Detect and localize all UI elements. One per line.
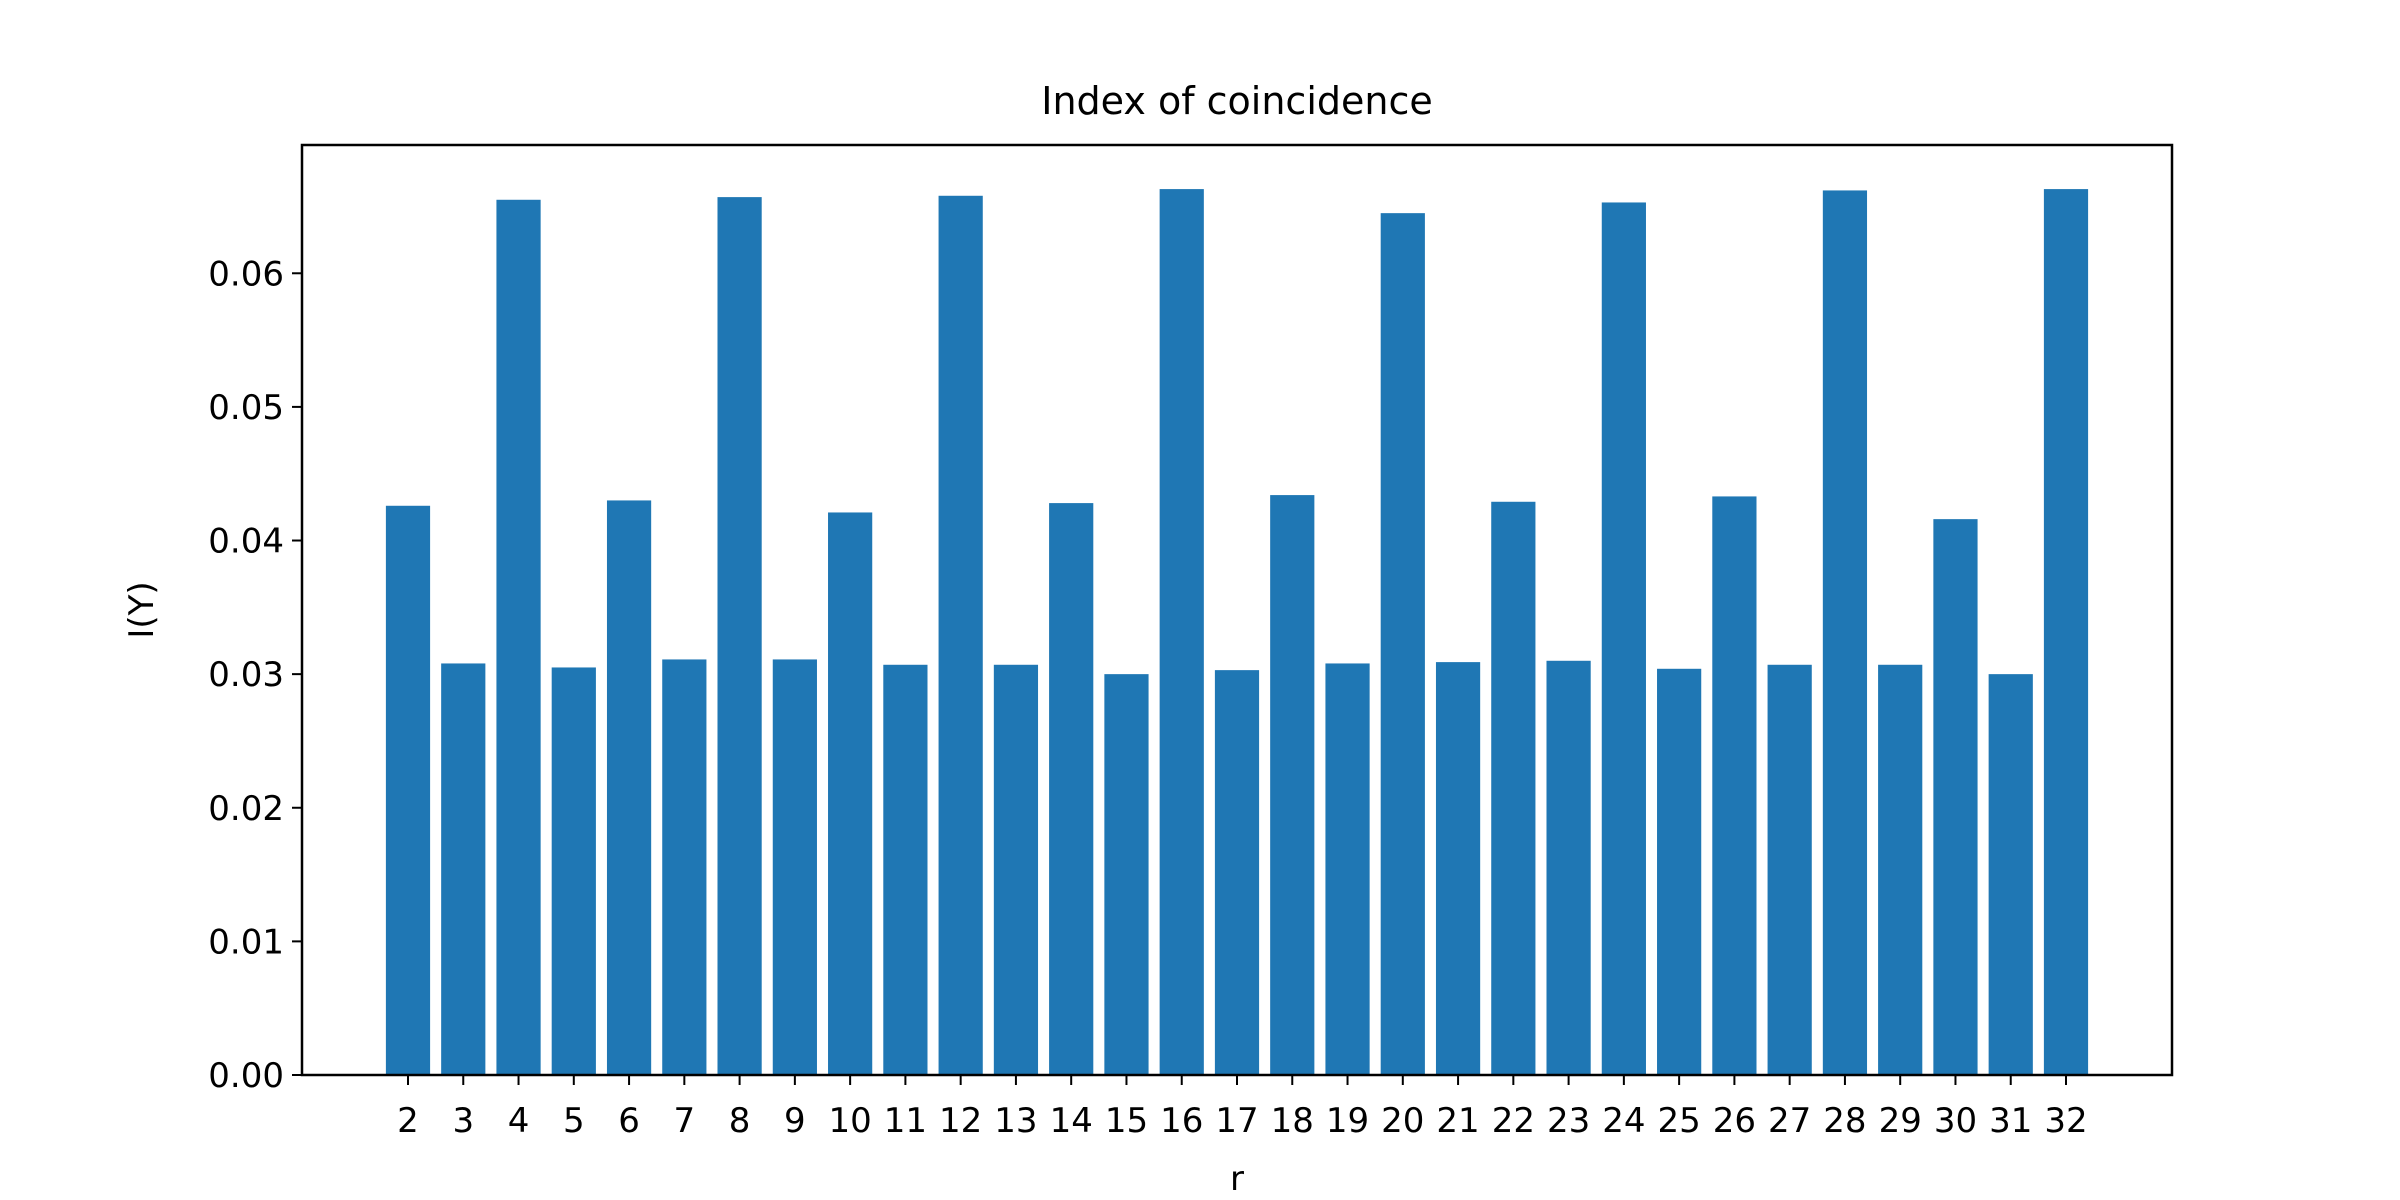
bar-r-28: [1822, 190, 1868, 1075]
bar-r-26: [1712, 496, 1757, 1075]
bar-r-7: [662, 659, 707, 1075]
x-tick-label: 18: [1271, 1101, 1314, 1141]
chart-title: Index of coincidence: [1041, 79, 1433, 123]
bar-r-25: [1657, 668, 1702, 1075]
x-tick-label: 17: [1215, 1101, 1258, 1141]
bar-r-29: [1878, 664, 1923, 1075]
x-tick-label: 2: [397, 1101, 419, 1141]
bar-r-5: [551, 667, 596, 1075]
bar-r-9: [772, 659, 817, 1075]
bar-r-2: [385, 505, 431, 1075]
x-tick-label: 13: [994, 1101, 1037, 1141]
bar-r-12: [938, 195, 983, 1075]
x-tick-label: 28: [1823, 1101, 1866, 1141]
y-axis-label: I(Y): [122, 581, 162, 638]
bar-r-32: [2043, 189, 2089, 1076]
bar-r-27: [1767, 664, 1812, 1075]
x-tick-label: 8: [729, 1101, 751, 1141]
x-tick-label: 5: [563, 1101, 585, 1141]
x-tick-label: 25: [1658, 1101, 1701, 1141]
x-tick-label: 11: [884, 1101, 927, 1141]
bar-r-11: [883, 664, 928, 1075]
bar-r-18: [1270, 495, 1315, 1076]
bar-r-4: [496, 199, 541, 1075]
bar-r-13: [993, 664, 1039, 1075]
bar-r-19: [1325, 663, 1370, 1075]
x-tick-label: 24: [1602, 1101, 1645, 1141]
y-axis: 0.00 0.01 0.02 0.03 0.04 0.05 0.06: [208, 254, 302, 1096]
x-tick-label: 20: [1381, 1101, 1424, 1141]
bars-group: [385, 189, 2089, 1076]
bar-r-31: [1988, 674, 2033, 1075]
x-axis: 2 3 4 5 6 7 8 9 10 11 12 13 14 15 16 17 18 19 20 21 22 23 24 25…: [397, 1075, 2088, 1141]
bar-r-14: [1049, 503, 1094, 1076]
bar-r-22: [1491, 501, 1536, 1075]
x-tick-label: 23: [1547, 1101, 1590, 1141]
y-tick-label: 0.00: [208, 1056, 284, 1096]
x-tick-label: 22: [1492, 1101, 1535, 1141]
x-tick-label: 16: [1160, 1101, 1203, 1141]
x-tick-label: 12: [939, 1101, 982, 1141]
x-tick-label: 19: [1326, 1101, 1369, 1141]
bar-r-8: [717, 197, 762, 1076]
x-tick-label: 3: [452, 1101, 474, 1141]
x-axis-label: r: [1230, 1159, 1244, 1199]
plot-frame: [300, 143, 2174, 1077]
x-tick-label: 15: [1105, 1101, 1148, 1141]
x-tick-label: 31: [1989, 1101, 2032, 1141]
bar-r-15: [1104, 674, 1149, 1075]
bar-r-24: [1601, 202, 1646, 1075]
bar-r-23: [1546, 660, 1591, 1075]
bar-r-17: [1214, 670, 1260, 1075]
x-tick-label: 14: [1050, 1101, 1093, 1141]
x-tick-label: 21: [1436, 1101, 1479, 1141]
x-tick-label: 4: [508, 1101, 530, 1141]
y-tick-label: 0.02: [208, 789, 284, 829]
x-tick-label: 9: [784, 1101, 806, 1141]
x-tick-label: 26: [1713, 1101, 1756, 1141]
bar-r-30: [1933, 519, 1978, 1075]
x-tick-label: 10: [829, 1101, 872, 1141]
bar-r-3: [441, 663, 486, 1075]
y-tick-label: 0.06: [208, 254, 284, 294]
x-tick-label: 6: [618, 1101, 640, 1141]
x-tick-label: 29: [1879, 1101, 1922, 1141]
bar-r-20: [1380, 213, 1425, 1075]
x-tick-label: 27: [1768, 1101, 1811, 1141]
x-tick-label: 30: [1934, 1101, 1977, 1141]
y-tick-label: 0.05: [208, 388, 284, 428]
y-tick-label: 0.04: [208, 522, 284, 562]
x-tick-label: 32: [2044, 1101, 2087, 1141]
x-tick-label: 7: [674, 1101, 696, 1141]
y-tick-label: 0.03: [208, 655, 284, 695]
bar-r-6: [606, 500, 652, 1075]
bar-r-10: [828, 512, 873, 1075]
y-tick-label: 0.01: [208, 922, 284, 962]
bar-r-16: [1159, 189, 1204, 1076]
bar-r-21: [1435, 662, 1481, 1075]
